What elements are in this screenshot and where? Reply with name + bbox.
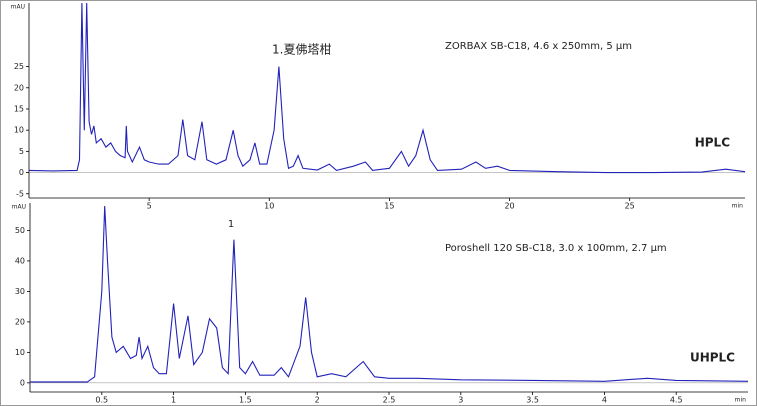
- y-tick-label: 50: [15, 226, 25, 235]
- annotation: Poroshell 120 SB-C18, 3.0 x 100mm, 2.7 µ…: [445, 243, 667, 254]
- annotation: 1: [228, 219, 234, 230]
- y-tick-label: 20: [15, 317, 25, 326]
- x-tick-label: 10: [264, 202, 274, 211]
- x-axis-label: min: [732, 203, 744, 210]
- y-tick-label: 0: [19, 168, 24, 177]
- y-axis-label: mAU: [12, 204, 26, 211]
- annotation: UHPLC: [690, 351, 735, 365]
- x-axis-label: min: [735, 397, 747, 404]
- x-tick-label: 0.5: [95, 396, 108, 405]
- x-tick-label: 1.5: [239, 396, 252, 405]
- x-tick-label: 2: [315, 396, 320, 405]
- y-tick-label: 10: [14, 126, 24, 135]
- x-tick-label: 1: [171, 396, 176, 405]
- x-tick-label: 5: [147, 202, 152, 211]
- y-tick-label: 20: [14, 83, 24, 92]
- y-tick-label: 15: [14, 104, 24, 113]
- annotation: ZORBAX SB-C18, 4.6 x 250mm, 5 µm: [445, 41, 632, 52]
- x-tick-label: 3: [458, 396, 463, 405]
- trace: [30, 205, 748, 383]
- y-tick-label: 0: [20, 378, 25, 387]
- x-tick-label: 4: [602, 396, 607, 405]
- annotation: 1.夏佛塔柑: [272, 42, 331, 57]
- x-tick-label: 2.5: [383, 396, 396, 405]
- x-tick-label: 20: [504, 202, 514, 211]
- y-tick-label: 5: [19, 147, 24, 156]
- y-tick-label: 30: [15, 287, 25, 296]
- annotation: HPLC: [695, 136, 730, 150]
- y-tick-label: 10: [15, 348, 25, 357]
- x-tick-label: 4.5: [670, 396, 683, 405]
- trace: [29, 3, 745, 174]
- y-tick-label: -5: [16, 189, 24, 198]
- y-tick-label: 25: [14, 62, 24, 71]
- x-tick-label: 25: [625, 202, 635, 211]
- y-axis-label: mAU: [11, 4, 25, 11]
- x-tick-label: 3.5: [526, 396, 539, 405]
- x-tick-label: 15: [384, 202, 394, 211]
- y-tick-label: 40: [15, 256, 25, 265]
